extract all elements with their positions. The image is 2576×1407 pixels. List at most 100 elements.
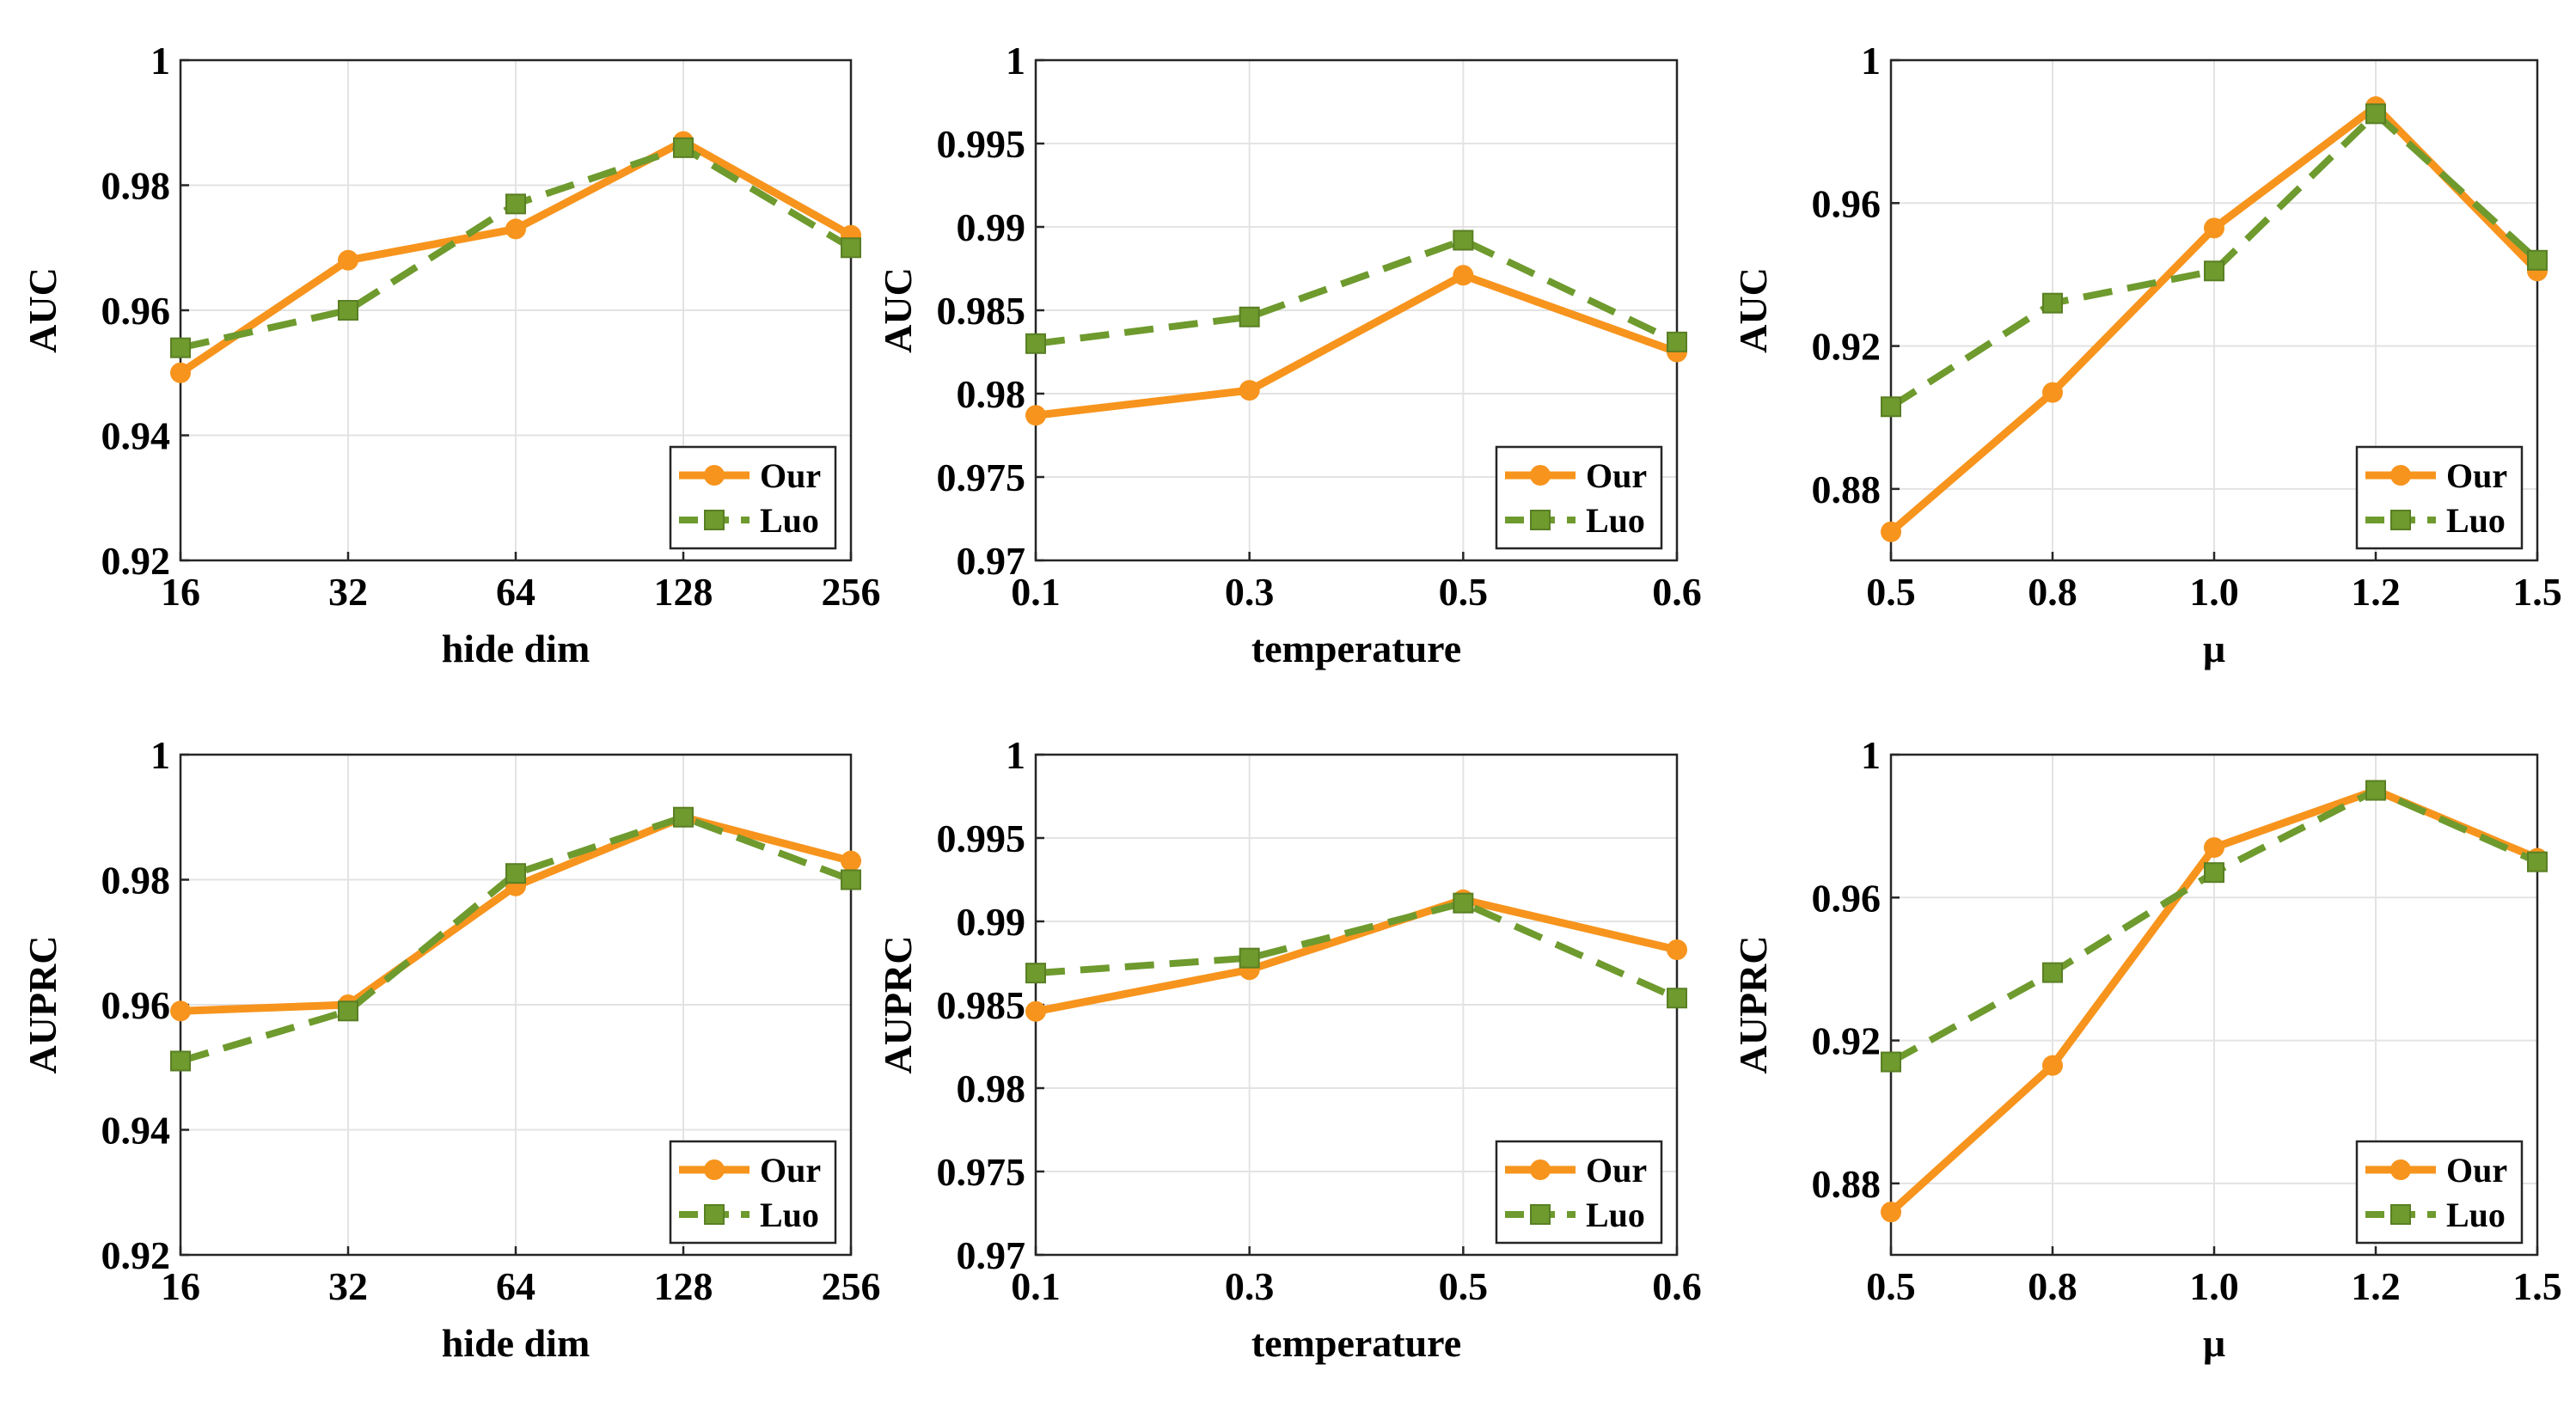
x-tick-label: 1.5 xyxy=(2512,570,2562,614)
y-tick-label: 0.98 xyxy=(101,859,171,902)
x-tick-label: 256 xyxy=(822,570,881,614)
legend-item-luo: Luo xyxy=(679,501,819,540)
legend-item-our: Our xyxy=(679,456,821,495)
data-point-luo xyxy=(338,300,358,321)
data-point-luo xyxy=(1667,988,1687,1009)
data-point-our xyxy=(841,850,861,872)
data-point-our xyxy=(2042,382,2063,403)
data-point-luo xyxy=(1239,947,1260,969)
y-tick-label: 0.98 xyxy=(957,1067,1026,1110)
data-point-our xyxy=(2042,1055,2063,1076)
x-tick-label: 64 xyxy=(496,570,535,614)
y-tick-label: 0.92 xyxy=(1812,325,1882,369)
legend-label: Luo xyxy=(760,501,819,540)
series-line-our xyxy=(1035,896,1679,1016)
y-tick-label: 0.97 xyxy=(957,539,1026,583)
y-tick-label: 0.995 xyxy=(937,122,1026,166)
y-tick-label: 1 xyxy=(1861,39,1881,83)
x-axis-label: hide dim xyxy=(442,1321,590,1365)
y-tick-label: 1 xyxy=(1006,733,1025,777)
legend-item-luo: Luo xyxy=(1505,1196,1645,1234)
series-luo xyxy=(1025,229,1687,354)
chart-panel-5: 0.1 0.3 0.5 0.6 0.97 0.975 0.98 0.985 0.99 0.995 1… xyxy=(876,733,1702,1365)
y-tick-label: 0.92 xyxy=(101,539,171,583)
chart-panel-3: 0.5 0.8 1.0 1.2 1.5 0.88 0.92 0.96 1 μ AUC Our Luo xyxy=(1731,39,2562,670)
y-axis-label: AUPRC xyxy=(21,936,64,1074)
legend-box xyxy=(2355,445,2524,550)
series-luo xyxy=(1881,780,2548,1073)
data-point-luo xyxy=(2204,862,2224,884)
x-tick-label: 1.2 xyxy=(2351,1264,2401,1308)
legend-marker xyxy=(704,1159,725,1180)
data-point-luo xyxy=(1025,333,1046,354)
legend: Our Luo xyxy=(2355,445,2524,550)
legend-item-our: Our xyxy=(679,1151,821,1190)
legend-marker xyxy=(2390,1159,2411,1180)
x-tick-label: 0.1 xyxy=(1011,570,1061,614)
y-tick-label: 0.98 xyxy=(957,372,1026,416)
legend: Our Luo xyxy=(2355,1140,2524,1245)
legend-label: Our xyxy=(2446,456,2507,495)
legend: Our Luo xyxy=(669,1140,837,1245)
legend-item-our: Our xyxy=(2365,1151,2507,1190)
legend-item-our: Our xyxy=(1505,456,1647,495)
data-point-luo xyxy=(2204,260,2224,282)
legend-label: Our xyxy=(2446,1151,2507,1190)
series-line-our xyxy=(1035,271,1679,419)
legend-label: Luo xyxy=(760,1196,819,1234)
chart-panel-6: 0.5 0.8 1.0 1.2 1.5 0.88 0.92 0.96 1 μ AUPRC Our Luo xyxy=(1731,733,2562,1365)
series-line-luo xyxy=(1888,110,2540,410)
x-tick-label: 1.0 xyxy=(2189,1264,2239,1308)
data-point-luo xyxy=(673,137,694,158)
series-luo xyxy=(170,137,861,358)
data-point-luo xyxy=(1881,396,1901,418)
data-point-luo xyxy=(505,863,526,884)
data-point-luo xyxy=(841,237,861,259)
x-tick-label: 1.5 xyxy=(2512,1264,2562,1308)
y-tick-label: 0.94 xyxy=(101,414,171,458)
data-point-our xyxy=(1025,405,1046,426)
y-tick-label: 0.985 xyxy=(937,983,1026,1027)
data-point-luo xyxy=(2365,780,2386,801)
data-point-luo xyxy=(841,869,861,890)
legend-label: Our xyxy=(760,1151,821,1190)
y-tick-label: 1 xyxy=(150,733,170,777)
legend-item-luo: Luo xyxy=(1505,501,1645,540)
legend-marker xyxy=(1530,1159,1551,1180)
x-axis-label: μ xyxy=(2203,627,2225,670)
data-point-luo xyxy=(2527,851,2548,872)
legend: Our Luo xyxy=(1495,1140,1663,1245)
series-line-luo xyxy=(1035,236,1679,347)
x-tick-label: 0.8 xyxy=(2028,570,2077,614)
y-tick-label: 0.99 xyxy=(957,900,1026,944)
x-axis-label: hide dim xyxy=(442,627,590,670)
data-point-our xyxy=(170,1000,191,1022)
data-point-luo xyxy=(2365,103,2386,125)
legend-box xyxy=(1495,1140,1663,1245)
y-tick-label: 1 xyxy=(1006,39,1025,83)
data-point-our xyxy=(1881,1202,1901,1223)
y-tick-label: 1 xyxy=(1861,733,1881,777)
legend-box xyxy=(669,1140,837,1245)
x-tick-label: 0.8 xyxy=(2028,1264,2077,1308)
y-tick-label: 0.88 xyxy=(1812,1162,1882,1206)
y-axis-label: AUPRC xyxy=(876,936,920,1074)
data-point-our xyxy=(170,362,191,383)
data-point-luo xyxy=(1025,963,1046,984)
legend-item-luo: Luo xyxy=(679,1196,819,1234)
y-axis-label: AUPRC xyxy=(1731,936,1775,1074)
x-axis-label: temperature xyxy=(1251,1321,1461,1365)
legend-marker xyxy=(1530,510,1551,530)
legend-marker xyxy=(2390,510,2411,530)
legend-box xyxy=(1495,445,1663,550)
x-tick-label: 16 xyxy=(161,1264,200,1308)
y-tick-label: 0.99 xyxy=(957,205,1026,249)
data-point-our xyxy=(1453,265,1474,286)
x-tick-label: 1.0 xyxy=(2189,570,2239,614)
legend-marker xyxy=(704,1204,725,1225)
legend-label: Luo xyxy=(1586,1196,1645,1234)
series-luo xyxy=(170,806,861,1072)
data-point-our xyxy=(2204,217,2224,239)
legend-marker xyxy=(2390,1204,2411,1225)
y-tick-label: 0.975 xyxy=(937,1150,1026,1194)
